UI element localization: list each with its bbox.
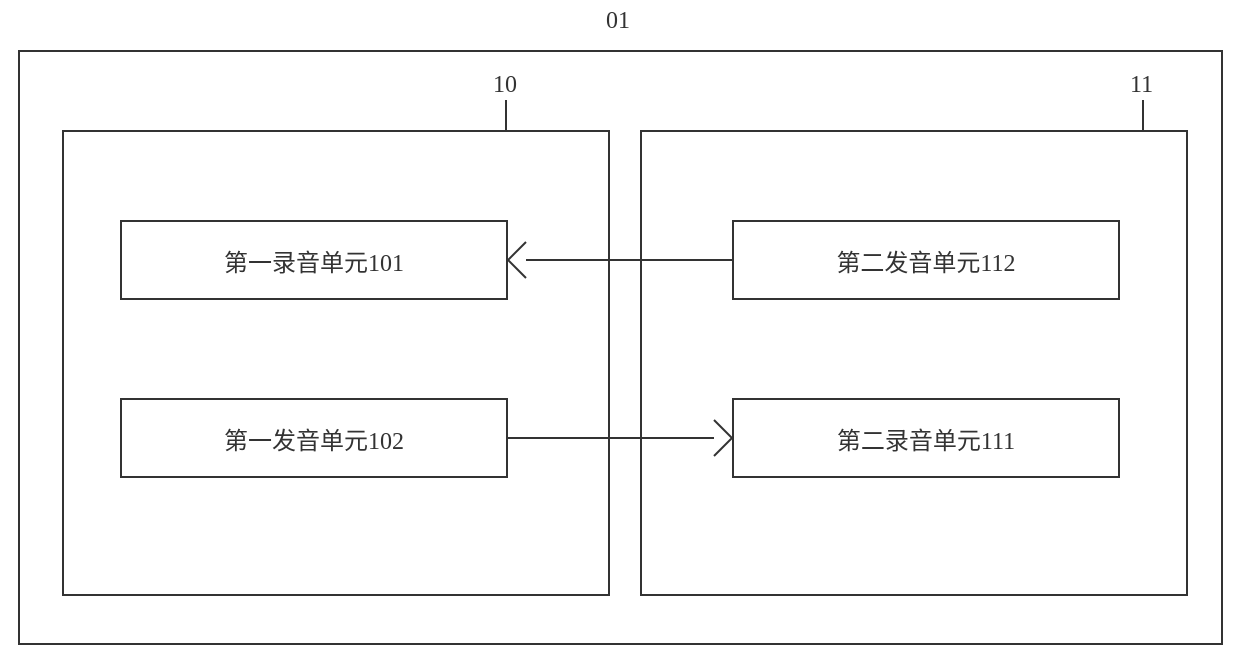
arrow-102-to-111 (0, 0, 1240, 661)
arrow-head-2 (714, 420, 732, 456)
